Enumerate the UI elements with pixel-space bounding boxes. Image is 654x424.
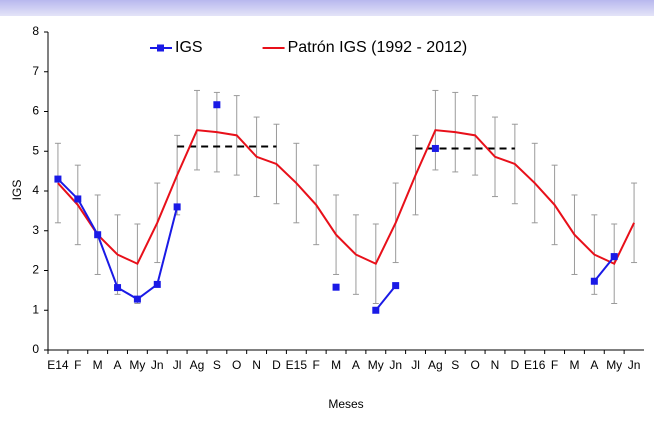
x-tick-label: S bbox=[451, 358, 459, 372]
x-tick-label: Jn bbox=[151, 358, 164, 372]
x-tick-label: M bbox=[569, 358, 579, 372]
data-point bbox=[114, 284, 122, 292]
series-line bbox=[57, 129, 635, 266]
x-tick-label: Ag bbox=[428, 358, 443, 372]
x-tick-label: Jl bbox=[411, 358, 420, 372]
x-tick-label: Jn bbox=[628, 358, 641, 372]
data-point bbox=[94, 231, 102, 239]
legend-label: Patrón IGS (1992 - 2012) bbox=[288, 39, 468, 56]
x-tick-label: Jl bbox=[173, 358, 182, 372]
x-tick-label: My bbox=[129, 358, 145, 372]
y-tick-label: 1 bbox=[32, 302, 39, 316]
legend-label: IGS bbox=[175, 39, 203, 56]
data-point bbox=[392, 282, 400, 290]
data-point bbox=[431, 144, 439, 152]
data-point bbox=[610, 253, 618, 261]
x-tick-label: Ag bbox=[190, 358, 205, 372]
x-tick-label: E14 bbox=[47, 358, 69, 372]
x-tick-label: A bbox=[114, 358, 122, 372]
x-tick-label: F bbox=[551, 358, 558, 372]
x-tick-label: S bbox=[213, 358, 221, 372]
data-point bbox=[153, 280, 161, 288]
x-tick-label: Jn bbox=[389, 358, 402, 372]
x-tick-label: A bbox=[590, 358, 598, 372]
y-tick-label: 2 bbox=[32, 263, 39, 277]
data-point bbox=[133, 295, 141, 303]
y-tick-label: 7 bbox=[32, 64, 39, 78]
x-tick-label: O bbox=[470, 358, 479, 372]
header-band bbox=[0, 0, 654, 16]
y-tick-label: 8 bbox=[32, 24, 39, 38]
x-tick-label: E15 bbox=[286, 358, 308, 372]
data-point bbox=[213, 101, 221, 109]
y-tick-label: 0 bbox=[32, 342, 39, 356]
y-tick-label: 3 bbox=[32, 223, 39, 237]
data-point bbox=[332, 283, 340, 291]
data-point bbox=[173, 203, 181, 211]
x-tick-label: F bbox=[313, 358, 320, 372]
x-tick-label: My bbox=[606, 358, 622, 372]
data-point bbox=[54, 175, 62, 183]
x-tick-label: M bbox=[93, 358, 103, 372]
y-axis-title: IGS bbox=[10, 180, 24, 201]
x-tick-label: A bbox=[352, 358, 360, 372]
x-tick-label: N bbox=[252, 358, 261, 372]
x-tick-label: O bbox=[232, 358, 241, 372]
data-point bbox=[74, 195, 82, 203]
x-tick-label: F bbox=[74, 358, 81, 372]
x-tick-label: D bbox=[272, 358, 281, 372]
data-point bbox=[590, 277, 598, 285]
y-tick-label: 4 bbox=[32, 183, 39, 197]
x-tick-label: D bbox=[511, 358, 520, 372]
legend-marker bbox=[157, 44, 164, 52]
x-tick-label: E16 bbox=[524, 358, 546, 372]
x-tick-label: N bbox=[491, 358, 500, 372]
x-tick-label: M bbox=[331, 358, 341, 372]
x-tick-label: My bbox=[368, 358, 384, 372]
y-tick-label: 6 bbox=[32, 104, 39, 118]
y-tick-label: 5 bbox=[32, 143, 39, 157]
data-point bbox=[372, 306, 380, 314]
x-axis-title: Meses bbox=[328, 397, 363, 411]
